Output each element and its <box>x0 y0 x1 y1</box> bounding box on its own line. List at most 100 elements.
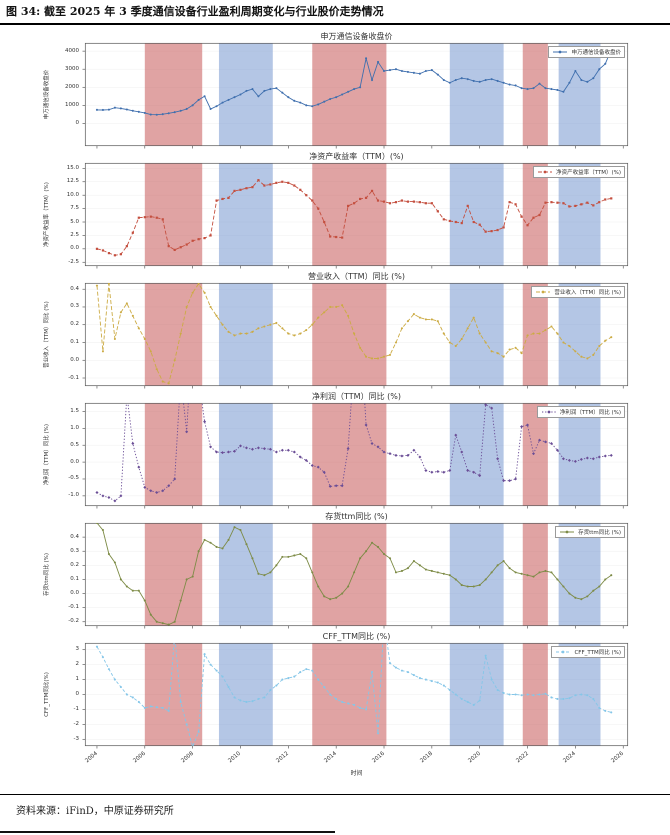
legend-sample-roe-ttm <box>538 170 553 174</box>
y-tick-label: 0.0 <box>70 458 79 465</box>
legend-label: 申万通信设备收盘价 <box>571 50 621 56</box>
y-tick-label: 0.3 <box>70 547 79 554</box>
chart-title: CFF_TTM同比 (%) <box>322 632 391 641</box>
y-tick-label: 0.1 <box>70 575 79 582</box>
legend-sample-net-profit-yoy <box>541 410 556 414</box>
y-tick-label: -0.1 <box>68 374 79 381</box>
legend: 净利润（TTM）同比 (%) <box>536 406 625 418</box>
y-tick-label: 2000 <box>65 83 79 90</box>
blue-cycle-band <box>449 283 504 386</box>
y-tick-label: 4000 <box>65 47 79 54</box>
red-cycle-band <box>312 643 387 746</box>
plot-area-close-price: 申万通信设备收盘价 0 1000 2000 3000 4000 申万通信设备收盘价 <box>44 42 629 149</box>
blue-cycle-band <box>558 523 601 626</box>
y-axis-label: 净利润（TTM）同比 (%) <box>44 423 50 486</box>
revenue-yoy-series-markers <box>95 283 613 385</box>
source-note: 资料来源：iFinD，中原证券研究所 <box>0 794 670 817</box>
y-tick-label: 5.0 <box>70 218 79 225</box>
inventory-yoy-series-markers <box>95 523 613 626</box>
y-tick-label: 2.5 <box>70 231 79 238</box>
y-axis-label: 申万通信设备收盘价 <box>44 69 50 120</box>
plot-area-cff-ttm-yoy: CFF_TTM同比(%) -3 -2 -1 0 1 2 3 CFF_TTM同比 (%) 2004 2… <box>44 642 629 764</box>
chart-figure: 申万通信设备收盘价 申万通信设备收盘价 0 1000 2000 3000 4000 申万通信设… <box>0 30 670 778</box>
legend: CFF_TTM同比 (%) <box>551 646 625 658</box>
red-cycle-band <box>312 403 387 506</box>
y-tick-label: 0.0 <box>70 356 79 363</box>
legend-label: 净资产收益率（TTM）(%) <box>556 170 621 176</box>
figure-title-text: 图 34: 截至 2025 年 3 季度通信设备行业盈利周期变化与行业股价走势情… <box>6 5 384 18</box>
blue-cycle-band <box>449 523 504 626</box>
legend-label: CFF_TTM同比 (%) <box>574 650 621 656</box>
bottom-rule <box>0 831 335 833</box>
subplot-revenue-yoy: 营业收入（TTM）同比 (%) 营业收入（TTM）同比 (%) -0.1 0.0 0.1… <box>0 270 670 390</box>
y-tick-label: -1 <box>73 705 79 712</box>
plot-area-inventory-yoy: 存货ttm同比 (%) -0.2 -0.1 0.0 0.1 0.2 0.3 0.4 存货ttm同… <box>44 522 629 629</box>
plot-canvas <box>82 522 629 629</box>
blue-cycle-band <box>449 403 504 506</box>
subplot-cff-ttm-yoy: CFF_TTM同比 (%) CFF_TTM同比(%) -3 -2 -1 0 1 2 3 CFF_T… <box>0 630 670 764</box>
y-tick-label: 1 <box>75 676 80 683</box>
y-tick-label: 2 <box>75 661 80 668</box>
legend: 营业收入（TTM）同比 (%) <box>531 286 625 298</box>
y-tick-label: -0.5 <box>68 475 79 482</box>
legend-sample-close-price <box>553 50 568 54</box>
plot-canvas <box>82 42 629 149</box>
y-tick-label: -1.0 <box>68 492 79 499</box>
close-price-series-markers <box>95 48 613 116</box>
y-tick-label: 7.5 <box>70 205 79 212</box>
y-tick-label: 0.0 <box>70 245 79 252</box>
y-tick-label: 10.0 <box>66 191 79 198</box>
y-tick-label: 1.0 <box>70 424 79 431</box>
blue-cycle-band <box>558 163 601 266</box>
roe-ttm-series-markers <box>95 179 613 257</box>
plot-area-net-profit-yoy: 净利润（TTM）同比 (%) -1.0 -0.5 0.0 0.5 1.0 1.5 净利润（TT… <box>44 402 629 509</box>
blue-cycle-band <box>218 283 273 386</box>
y-tick-label: -0.2 <box>68 618 79 625</box>
red-cycle-band <box>312 43 387 146</box>
red-cycle-band <box>522 283 548 386</box>
chart-title: 营业收入（TTM）同比 (%) <box>308 272 405 281</box>
y-tick-label: 0 <box>75 691 80 697</box>
roe-ttm-series-line <box>96 179 612 256</box>
y-tick-label: 0.2 <box>70 321 79 328</box>
y-tick-label: 0.4 <box>70 285 79 292</box>
red-cycle-band <box>522 403 548 506</box>
blue-cycle-band <box>218 643 273 746</box>
source-note-text: 资料来源：iFinD，中原证券研究所 <box>16 806 174 817</box>
red-cycle-band <box>522 43 548 146</box>
red-cycle-band <box>144 163 203 266</box>
y-tick-label: 0.1 <box>70 338 79 345</box>
y-tick-label: 0.2 <box>70 561 79 568</box>
y-tick-label: 3000 <box>65 65 79 72</box>
subplot-net-profit-yoy: 净利润（TTM）同比 (%) 净利润（TTM）同比 (%) -1.0 -0.5 0.0 0… <box>0 390 670 510</box>
legend-label: 存货ttm同比 (%) <box>578 530 621 536</box>
y-tick-label: 0.0 <box>70 590 79 597</box>
net-profit-yoy-series-markers <box>95 403 613 503</box>
y-tick-label: -0.1 <box>68 604 79 611</box>
subplot-close-price: 申万通信设备收盘价 申万通信设备收盘价 0 1000 2000 3000 4000 申万通信设… <box>0 30 670 150</box>
y-tick-label: -2 <box>73 720 79 727</box>
plot-area-roe-ttm: 净资产收益率（TTM）(%) -2.5 0.0 2.5 5.0 7.5 10.0 12.5 15… <box>44 162 629 269</box>
figure-title: 图 34: 截至 2025 年 3 季度通信设备行业盈利周期变化与行业股价走势情… <box>0 0 670 25</box>
legend-label: 营业收入（TTM）同比 (%) <box>554 290 621 296</box>
legend-sample-inventory-yoy <box>560 530 575 534</box>
chart-title: 存货ttm同比 (%) <box>325 512 388 521</box>
blue-cycle-band <box>558 43 601 146</box>
legend: 存货ttm同比 (%) <box>555 526 625 538</box>
cff-ttm-yoy-series-markers <box>95 645 613 746</box>
red-cycle-band <box>144 43 203 146</box>
red-cycle-band <box>522 523 548 626</box>
y-tick-label: 0.4 <box>70 533 79 540</box>
subplot-roe-ttm: 净资产收益率（TTM）(%) 净资产收益率（TTM）(%) -2.5 0.0 2.5 5.… <box>0 150 670 270</box>
y-tick-label: 1.5 <box>70 407 79 414</box>
plot-area-revenue-yoy: 营业收入（TTM）同比 (%) -0.1 0.0 0.1 0.2 0.3 0.4 营业收入（T… <box>44 282 629 389</box>
blue-cycle-band <box>218 43 273 146</box>
red-cycle-band <box>522 163 548 266</box>
subplot-inventory-yoy: 存货ttm同比 (%) 存货ttm同比 (%) -0.2 -0.1 0.0 0.1 0.2 0… <box>0 510 670 630</box>
legend-label: 净利润（TTM）同比 (%) <box>559 410 621 416</box>
red-cycle-band <box>144 643 203 746</box>
y-tick-label: 0 <box>75 119 80 126</box>
red-cycle-band <box>312 283 387 386</box>
y-axis-label: 营业收入（TTM）同比 (%) <box>44 301 50 368</box>
plot-canvas <box>82 402 629 509</box>
